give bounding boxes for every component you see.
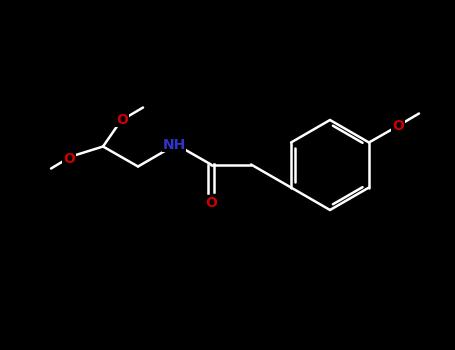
Text: O: O [392, 119, 404, 133]
Text: O: O [63, 152, 75, 166]
Text: O: O [116, 112, 128, 126]
Text: O: O [205, 196, 217, 210]
Text: NH: NH [162, 138, 186, 152]
